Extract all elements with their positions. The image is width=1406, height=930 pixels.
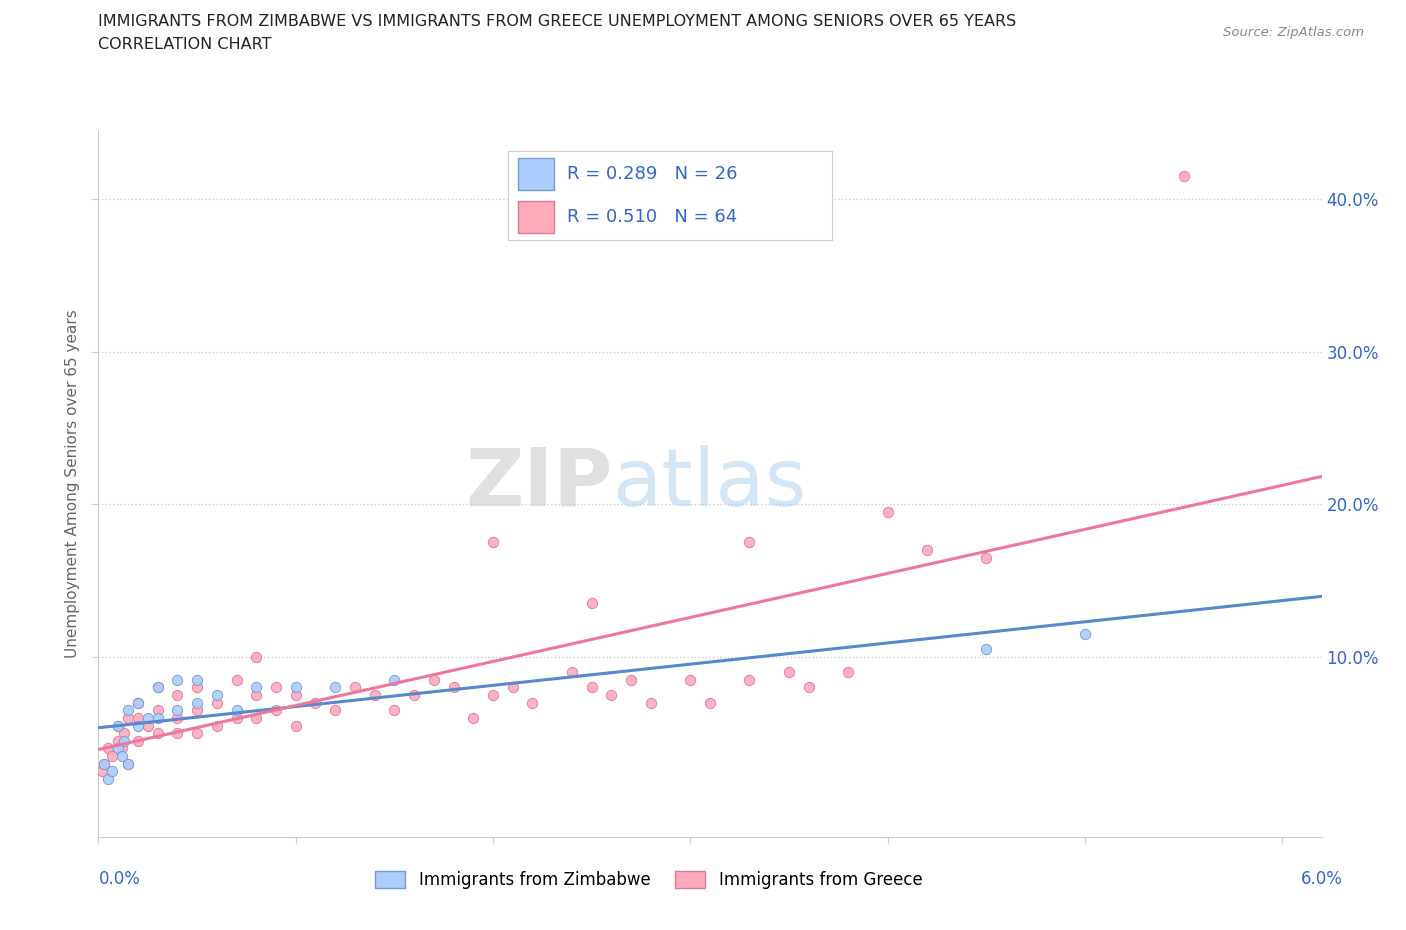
Point: [186, 672, 208, 687]
Point: [304, 696, 326, 711]
Point: [127, 718, 149, 733]
Text: 6.0%: 6.0%: [1301, 870, 1343, 887]
Point: [127, 696, 149, 711]
Point: [117, 756, 139, 771]
Point: [112, 725, 135, 740]
Point: [482, 535, 505, 550]
Point: [107, 734, 129, 749]
Y-axis label: Unemployment Among Seniors over 65 years: Unemployment Among Seniors over 65 years: [65, 310, 80, 658]
Point: [323, 680, 346, 695]
Point: [225, 672, 247, 687]
Point: [107, 718, 129, 733]
Text: ZIP: ZIP: [465, 445, 612, 523]
Point: [225, 711, 247, 725]
Point: [284, 718, 307, 733]
Point: [93, 756, 115, 771]
Point: [463, 711, 485, 725]
Point: [284, 687, 307, 702]
Point: [640, 696, 662, 711]
Point: [797, 680, 820, 695]
Point: [117, 703, 139, 718]
Point: [93, 756, 115, 771]
Point: [738, 535, 761, 550]
Point: [127, 696, 149, 711]
Point: [423, 672, 446, 687]
Point: [111, 749, 134, 764]
Point: [245, 687, 267, 702]
Point: [186, 703, 208, 718]
Point: [166, 711, 188, 725]
Point: [620, 672, 643, 687]
Text: IMMIGRANTS FROM ZIMBABWE VS IMMIGRANTS FROM GREECE UNEMPLOYMENT AMONG SENIORS OV: IMMIGRANTS FROM ZIMBABWE VS IMMIGRANTS F…: [98, 14, 1017, 29]
Point: [915, 542, 938, 557]
Point: [837, 665, 859, 680]
Point: [117, 711, 139, 725]
Point: [186, 696, 208, 711]
Point: [166, 725, 188, 740]
Point: [581, 680, 603, 695]
Point: [502, 680, 524, 695]
Point: [600, 687, 623, 702]
Point: [382, 672, 405, 687]
Point: [117, 756, 139, 771]
Point: [738, 672, 761, 687]
Point: [127, 711, 149, 725]
Point: [363, 687, 385, 702]
Point: [974, 642, 997, 657]
Point: [101, 749, 124, 764]
Legend: Immigrants from Zimbabwe, Immigrants from Greece: Immigrants from Zimbabwe, Immigrants fro…: [368, 864, 929, 896]
Point: [97, 772, 120, 787]
Point: [112, 734, 135, 749]
Point: [101, 764, 124, 778]
Point: [343, 680, 366, 695]
Point: [127, 734, 149, 749]
Point: [146, 680, 169, 695]
Point: [404, 687, 426, 702]
Point: [778, 665, 800, 680]
Point: [136, 718, 159, 733]
Point: [91, 764, 114, 778]
Point: [1173, 168, 1195, 183]
Point: [146, 711, 169, 725]
Point: [561, 665, 583, 680]
Point: [482, 687, 505, 702]
Point: [876, 504, 898, 519]
Point: [205, 696, 228, 711]
Point: [166, 687, 188, 702]
Point: [264, 680, 287, 695]
Point: [245, 649, 267, 664]
Text: CORRELATION CHART: CORRELATION CHART: [98, 37, 271, 52]
Point: [581, 596, 603, 611]
Point: [679, 672, 702, 687]
Point: [186, 680, 208, 695]
Point: [974, 551, 997, 565]
Text: 0.0%: 0.0%: [98, 870, 141, 887]
Point: [264, 703, 287, 718]
Point: [245, 680, 267, 695]
Point: [107, 718, 129, 733]
Point: [225, 703, 247, 718]
Point: [284, 680, 307, 695]
Point: [136, 711, 159, 725]
Text: atlas: atlas: [612, 445, 807, 523]
Point: [382, 703, 405, 718]
Point: [186, 725, 208, 740]
Point: [166, 672, 188, 687]
Point: [1074, 627, 1097, 642]
Point: [205, 687, 228, 702]
Point: [443, 680, 465, 695]
Point: [205, 718, 228, 733]
Point: [323, 703, 346, 718]
Text: Source: ZipAtlas.com: Source: ZipAtlas.com: [1223, 26, 1364, 39]
Point: [166, 703, 188, 718]
Point: [146, 725, 169, 740]
Point: [146, 703, 169, 718]
Point: [111, 741, 134, 756]
Point: [107, 741, 129, 756]
Point: [522, 696, 544, 711]
Point: [97, 741, 120, 756]
Point: [245, 711, 267, 725]
Point: [146, 680, 169, 695]
Point: [699, 696, 721, 711]
